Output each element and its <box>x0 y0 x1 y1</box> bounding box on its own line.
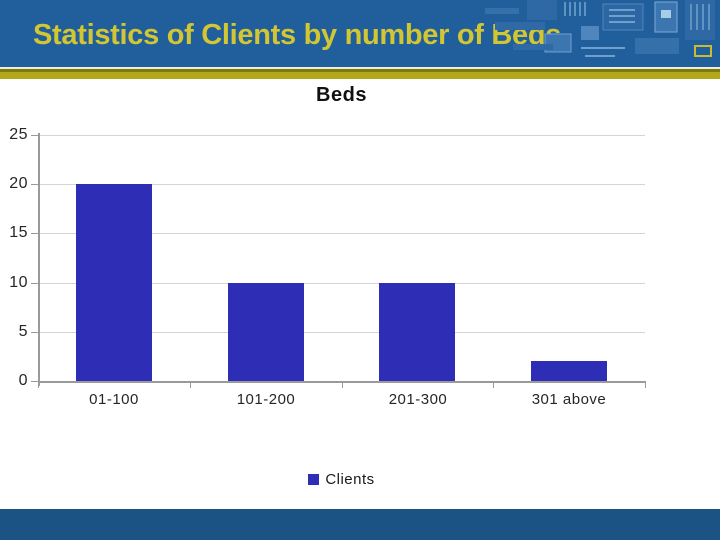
grid-line <box>39 135 645 136</box>
chart-legend: Clients <box>38 471 645 488</box>
y-axis-label: 0 <box>18 372 28 389</box>
bar <box>379 283 455 381</box>
x-axis-tick <box>190 383 191 388</box>
y-axis-line <box>38 133 40 386</box>
x-axis-tick <box>645 383 646 388</box>
x-axis-label: 101-200 <box>236 391 296 408</box>
slide-title: Statistics of Clients by number of Beds <box>33 19 562 51</box>
x-axis-tick <box>342 383 343 388</box>
circuit-pattern-icon <box>485 0 715 57</box>
grid-line <box>39 283 645 284</box>
x-axis-label: 01-100 <box>89 391 139 408</box>
x-axis-tick <box>493 383 494 388</box>
divider-white-line <box>0 67 720 69</box>
grid-line <box>39 184 645 185</box>
x-axis-label: 201-300 <box>388 391 448 408</box>
chart-title: Beds <box>316 84 367 106</box>
legend-label: Clients <box>325 471 375 488</box>
bar <box>76 184 152 381</box>
y-axis-label: 25 <box>9 126 28 143</box>
divider-gold-bar <box>0 72 720 79</box>
slide-header: Statistics of Clients by number of Beds <box>0 0 720 67</box>
bar <box>531 361 607 381</box>
y-axis-label: 5 <box>18 323 28 340</box>
y-axis-tick <box>31 135 38 136</box>
x-axis-line <box>38 381 646 383</box>
legend-swatch-icon <box>308 474 320 485</box>
grid-line <box>39 332 645 333</box>
y-axis-label: 20 <box>9 175 28 192</box>
slide-footer <box>0 509 720 540</box>
y-axis-tick <box>31 381 38 382</box>
y-axis-tick <box>31 283 38 284</box>
y-axis-label: 10 <box>9 274 28 291</box>
grid-line <box>39 233 645 234</box>
y-axis-tick <box>31 332 38 333</box>
y-axis-tick <box>31 233 38 234</box>
bar <box>228 283 304 381</box>
divider-dark-gold-line <box>0 69 720 72</box>
x-axis-tick <box>38 383 39 388</box>
y-axis-tick <box>31 184 38 185</box>
x-axis-label: 301 above <box>531 391 607 408</box>
y-axis-label: 15 <box>9 224 28 241</box>
